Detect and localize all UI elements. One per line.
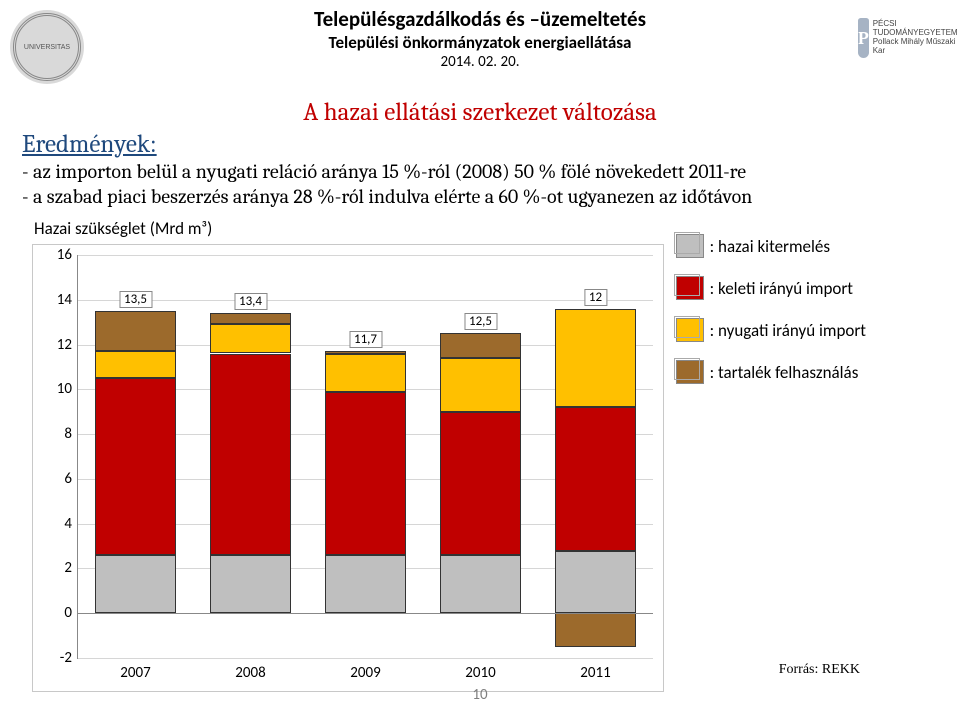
legend-item-2: : nyugati irányú import [676, 318, 866, 342]
faculty-logo: P PÉCSI TUDOMÁNYEGYETEM Pollack Mihály M… [858, 10, 954, 66]
segment-nyugati [325, 354, 406, 392]
y-tick-label: 10 [57, 380, 72, 398]
faculty-logo-text: PÉCSI TUDOMÁNYEGYETEM Pollack Mihály Műs… [873, 20, 958, 55]
y-tick-label: 14 [57, 291, 72, 309]
y-tick-label: 12 [57, 336, 72, 354]
legend-item-0: : hazai kitermelés [676, 234, 866, 258]
x-tick-label: 2011 [580, 664, 610, 682]
segment-tartalek [440, 333, 521, 358]
segment-hazai [210, 555, 291, 613]
legend-label: : tartalék felhasználás [710, 362, 859, 383]
header-line-1: Településgazdálkodás és –üzemeltetés [0, 6, 960, 32]
bar-total-label: 11,7 [349, 331, 382, 348]
legend-swatch-icon [676, 318, 704, 342]
segment-hazai [555, 551, 636, 614]
bullet-1: - az importon belül a nyugati reláció ar… [22, 160, 940, 183]
header-line-3: 2014. 02. 20. [0, 53, 960, 71]
bar-2008: 13,4 [210, 255, 291, 658]
segment-keleti [555, 407, 636, 550]
segment-keleti [325, 392, 406, 555]
zero-line [78, 613, 653, 614]
legend-swatch-icon [676, 234, 704, 258]
segment-tartalek [210, 313, 291, 324]
chart-caption: Hazai szükséglet (Mrd m³) [34, 218, 212, 239]
header-title-block: Településgazdálkodás és –üzemeltetés Tel… [0, 6, 960, 71]
bullet-list: - az importon belül a nyugati reláció ar… [22, 160, 940, 210]
bar-total-label: 13,5 [119, 291, 152, 308]
source-note: Forrás: REKK [779, 662, 860, 678]
y-tick-label: 2 [64, 559, 72, 577]
gridline [78, 658, 653, 659]
segment-keleti [440, 412, 521, 555]
stacked-bar-chart: -2 0 2 4 6 8 10 12 14 16 13,5 2007 13,4 2008 11,7 2009 1… [32, 244, 664, 692]
segment-nyugati [95, 351, 176, 378]
y-tick-label: 16 [57, 246, 72, 264]
legend-label: : nyugati irányú import [710, 320, 866, 341]
shield-icon: P [858, 18, 869, 58]
legend-swatch-icon [676, 360, 704, 384]
legend-item-3: : tartalék felhasználás [676, 360, 866, 384]
legend-label: : hazai kitermelés [710, 236, 830, 257]
bar-total-label: 13,4 [234, 293, 267, 310]
legend-label: : keleti irányú import [710, 278, 853, 299]
bar-2010: 12,5 [440, 255, 521, 658]
segment-hazai [325, 555, 406, 613]
segment-nyugati [440, 358, 521, 412]
x-tick-label: 2010 [465, 664, 495, 682]
bullet-2: - a szabad piaci beszerzés aránya 28 %-r… [22, 185, 940, 208]
legend: : hazai kitermelés : keleti irányú import… [676, 234, 866, 402]
y-tick-label: 6 [64, 470, 72, 488]
legend-item-1: : keleti irányú import [676, 276, 866, 300]
bar-total-label: 12,5 [464, 313, 497, 330]
y-tick-label: 0 [64, 604, 72, 622]
x-tick-label: 2009 [350, 664, 380, 682]
segment-keleti [95, 378, 176, 555]
section-label: Eredmények: [22, 130, 157, 159]
bar-total-label: 12 [584, 289, 607, 306]
legend-swatch-icon [676, 276, 704, 300]
slide-number: 10 [0, 686, 960, 704]
segment-nyugati [555, 309, 636, 408]
segment-tartalek [325, 351, 406, 353]
bar-2011: 12 [555, 255, 636, 658]
segment-nyugati [210, 324, 291, 353]
header: UNIVERSITAS Településgazdálkodás és –üze… [0, 6, 960, 82]
segment-hazai [95, 555, 176, 613]
y-tick-label: -2 [60, 649, 72, 667]
bar-2009: 11,7 [325, 255, 406, 658]
segment-tartalek [95, 311, 176, 351]
header-line-2: Települési önkormányzatok energiaellátás… [0, 32, 960, 53]
bar-2007: 13,5 [95, 255, 176, 658]
x-tick-label: 2008 [235, 664, 265, 682]
x-tick-label: 2007 [120, 664, 150, 682]
y-tick-label: 4 [64, 515, 72, 533]
segment-hazai [440, 555, 521, 613]
plot-area: -2024681012141613,5200713,4200811,720091… [77, 255, 653, 659]
segment-tartalek-neg [555, 613, 636, 647]
main-title: A hazai ellátási szerkezet változása [0, 98, 960, 127]
segment-keleti [210, 354, 291, 556]
y-tick-label: 8 [64, 425, 72, 443]
